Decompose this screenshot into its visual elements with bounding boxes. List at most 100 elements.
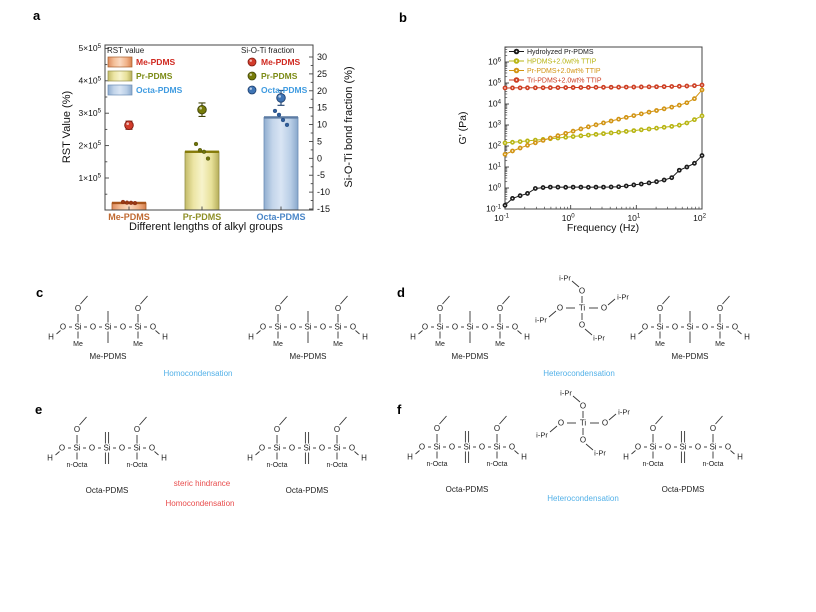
atom-label: O [335, 304, 341, 313]
atom-label: O [274, 425, 280, 434]
atom-label: Me [333, 341, 343, 348]
atom-label: i-Pr [535, 316, 547, 325]
bond [502, 295, 510, 305]
marker-center [640, 129, 643, 131]
left-tick-label: 4×105 [78, 75, 101, 85]
marker-center [701, 115, 703, 117]
replicate-dot [128, 200, 134, 205]
marker-center [557, 134, 559, 137]
marker-center [633, 86, 635, 88]
atom-label: i-Pr [617, 293, 629, 302]
marker-center [693, 97, 696, 100]
atom-label: Si [74, 323, 81, 332]
marker-center [640, 113, 643, 115]
bond [607, 298, 616, 306]
marker-center [511, 150, 514, 152]
marker-center [549, 186, 552, 188]
marker-center [686, 166, 688, 168]
bond [256, 330, 261, 335]
atom-label: n-Octa [266, 462, 287, 469]
bar-pr-pdms [184, 151, 220, 211]
atom-label: n-Octa [66, 462, 87, 469]
tick-exponent: 5 [98, 140, 102, 147]
atom-label: Me [495, 341, 505, 348]
fraction-dot [124, 120, 134, 130]
marker-center [648, 182, 650, 184]
atom-label: Si [716, 323, 723, 332]
marker-center [557, 186, 559, 188]
atom-label: O [149, 444, 155, 453]
atom-label: Si [334, 323, 341, 332]
bond [55, 451, 60, 456]
atom-label: Si [433, 443, 440, 452]
bond [549, 425, 558, 433]
legend-dot-highlight [249, 87, 252, 90]
atom-label: O [350, 323, 356, 332]
bond [355, 330, 360, 335]
atom-label: O [494, 424, 500, 433]
legend-swatch [107, 70, 133, 82]
marker-center [617, 118, 620, 120]
marker-center [580, 186, 582, 188]
tick-base: 10 [488, 183, 498, 193]
atom-label: Me [655, 341, 665, 348]
right-tick-label: 0 [317, 153, 322, 163]
atom-label: Si [496, 323, 503, 332]
marker-center [655, 109, 658, 112]
marker-center [602, 186, 605, 188]
y-tick-label: 102 [488, 140, 501, 150]
marker-center [534, 142, 537, 144]
atom-label: Si [134, 323, 141, 332]
atom-label: O [135, 304, 141, 313]
atom-label: Si [274, 323, 281, 332]
atom-label: n-Octa [426, 461, 447, 468]
right-tick-label: 30 [317, 52, 327, 62]
atom-label: O [334, 425, 340, 434]
atom-label: Si [103, 444, 110, 453]
atom-label: Si [463, 443, 470, 452]
legend-item: HPDMS+2.0wt% TTIP [527, 58, 597, 65]
atom-label: Si [303, 444, 310, 453]
atom-label: O [482, 323, 488, 332]
atom-label: n-Octa [326, 462, 347, 469]
marker-center [526, 140, 529, 142]
marker-center [633, 129, 635, 132]
replicate-dot [132, 201, 138, 206]
molecule-name: Me-PDMS [452, 352, 489, 361]
tick-base: 10 [486, 204, 496, 214]
marker-center [617, 131, 620, 133]
atom-label: O [579, 321, 585, 330]
marker-center [693, 84, 696, 87]
bond [722, 295, 730, 305]
tick-exponent: 1 [498, 161, 502, 168]
legend-bars-item: Pr-PDMS [136, 71, 173, 81]
atom-label: O [650, 424, 656, 433]
atom-label: H [524, 333, 530, 342]
marker-center [595, 124, 597, 126]
marker-center [625, 86, 628, 88]
atom-label: O [319, 444, 325, 453]
marker-center [534, 86, 537, 89]
atom-label: Si [649, 443, 656, 452]
tick-base: 5×10 [78, 43, 97, 53]
atom-label: O [635, 443, 641, 452]
atom-label: Ti [579, 304, 586, 313]
bond [514, 450, 519, 455]
atom-label: O [289, 444, 295, 453]
y-tick-label: 10-1 [486, 203, 502, 213]
marker-center [595, 186, 597, 188]
marker-center [519, 194, 521, 197]
bond [280, 295, 288, 305]
atom-label: O [479, 443, 485, 452]
marker-center [595, 86, 597, 89]
replicate-dot [272, 108, 278, 114]
bond [499, 415, 507, 425]
atom-label: O [134, 425, 140, 434]
left-tick-label: 2×105 [78, 140, 101, 150]
bond [279, 416, 287, 426]
marker-center [587, 186, 590, 189]
legend-swatch [107, 56, 133, 68]
caption-homocondensation: Homocondensation [164, 369, 233, 378]
